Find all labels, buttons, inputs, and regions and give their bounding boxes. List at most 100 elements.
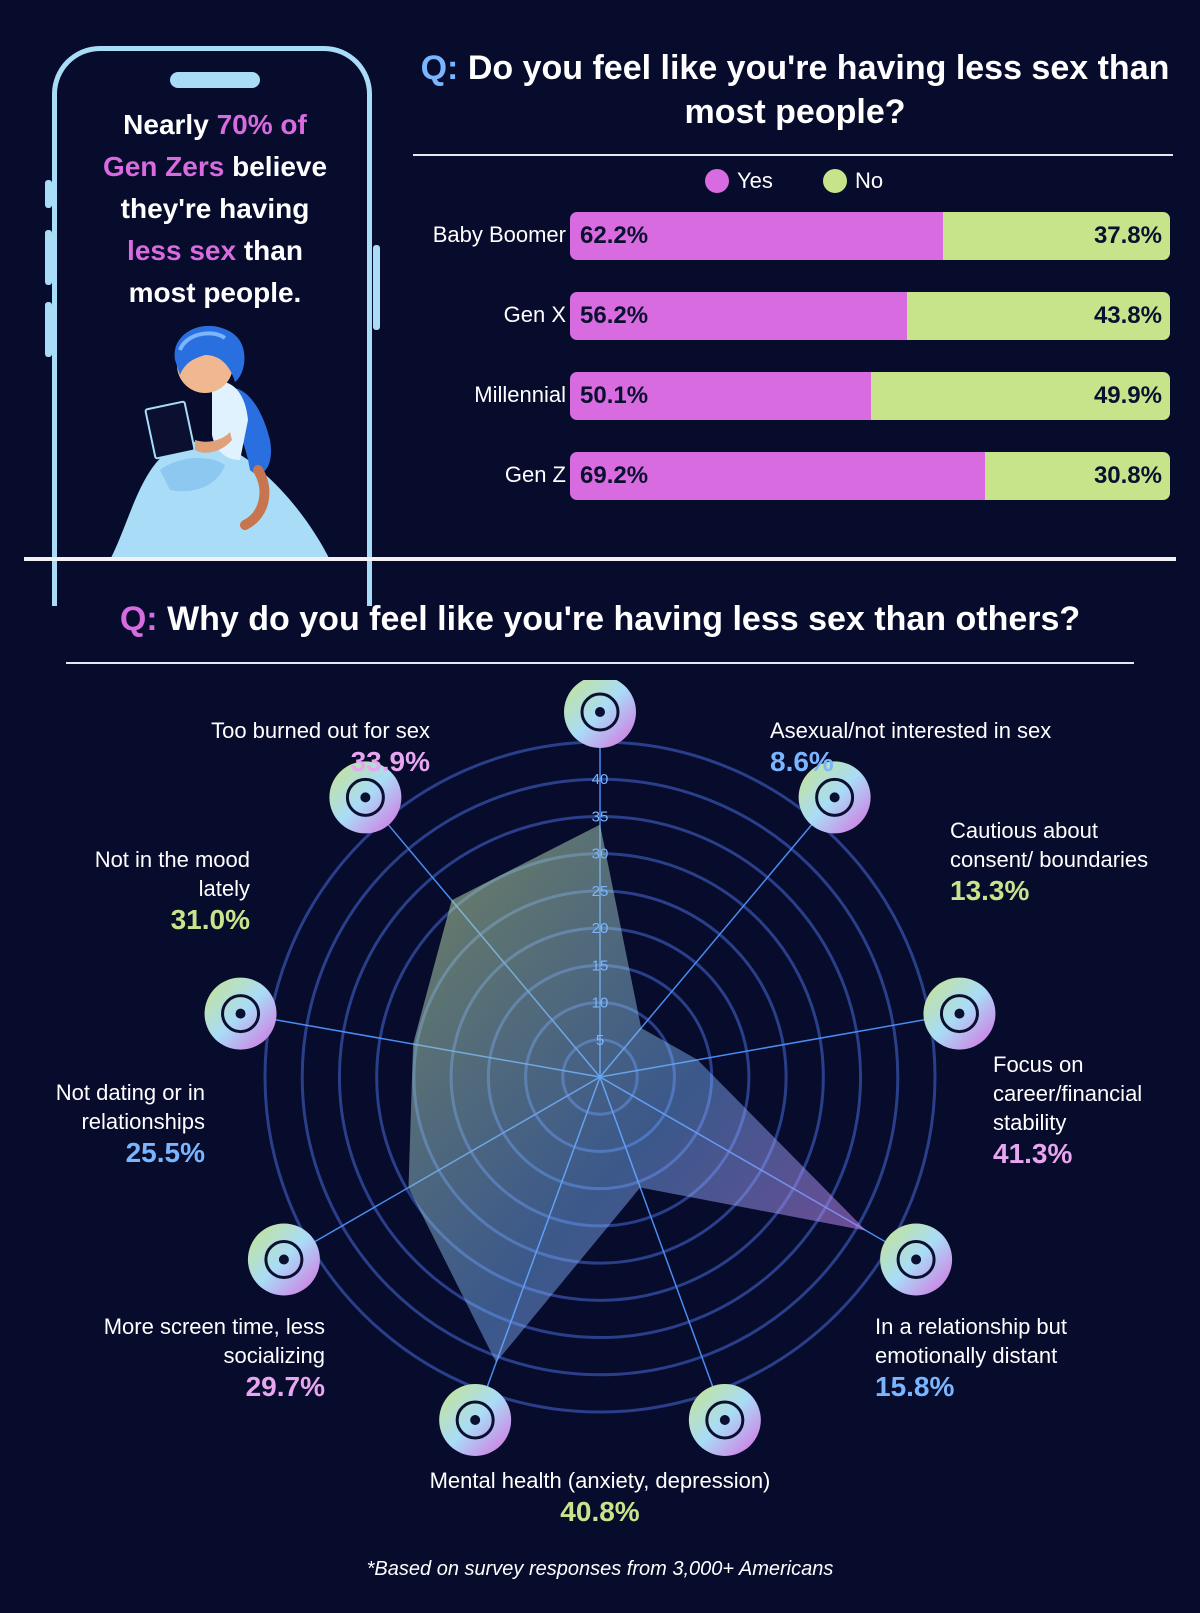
bar-track: 69.2% 30.8%	[570, 452, 1170, 500]
phone-side-button	[373, 245, 380, 330]
bar-track: 56.2% 43.8%	[570, 292, 1170, 340]
phone-frame	[52, 46, 372, 606]
toggle-smile-icon	[329, 761, 402, 834]
category-value: 8.6%	[770, 746, 834, 777]
bar-row: Gen Z 69.2% 30.8%	[410, 452, 1170, 500]
category-name: Asexual/not interested in sex	[770, 718, 1052, 743]
question-2-title: Q: Why do you feel like you're having le…	[60, 600, 1140, 639]
bar-value-no: 49.9%	[1093, 382, 1162, 409]
radar-category-label: Too burned out for sex 33.9%	[120, 716, 430, 779]
bar-track: 50.1% 49.9%	[570, 372, 1170, 420]
headline-text: Nearly	[123, 109, 217, 140]
bar-segment-yes: 62.2%	[570, 212, 944, 260]
gen-z-headline: Nearly 70% of Gen Zers believe they're h…	[80, 104, 350, 314]
bar-category-label: Gen Z	[504, 462, 566, 487]
bar-value-yes: 50.1%	[580, 382, 649, 409]
category-name: More screen time, less socializing	[103, 1314, 325, 1368]
question-2-text: Why do you feel like you're having less …	[167, 600, 1081, 638]
bar-segment-yes: 56.2%	[570, 292, 908, 340]
phone-apps-icon	[247, 1223, 320, 1296]
radar-category-label: More screen time, less socializing 29.7%	[60, 1312, 325, 1404]
radar-chart: 51015202530354045	[204, 680, 996, 1456]
legend-item-no: No	[823, 168, 883, 194]
radar-tick-label: 30	[592, 846, 609, 863]
radar-tick-label: 20	[592, 920, 609, 937]
phone-notch	[170, 72, 260, 88]
radar-category-label: Asexual/not interested in sex 8.6%	[770, 716, 1090, 779]
bar-value-yes: 62.2%	[580, 222, 649, 249]
headline-text: believe	[224, 151, 328, 182]
bar-segment-yes: 50.1%	[570, 372, 871, 420]
category-name: Too burned out for sex	[211, 718, 430, 743]
headline-highlight: 70% of	[216, 109, 307, 140]
category-name: Cautious about consent/ boundaries	[950, 818, 1149, 872]
x-circle-icon	[798, 761, 871, 834]
section-divider	[24, 557, 1176, 561]
flame-icon	[564, 680, 636, 748]
bar-segment-yes: 69.2%	[570, 452, 986, 500]
brain-heart-icon	[439, 1383, 512, 1456]
headline-highlight: Gen Zers	[102, 151, 225, 182]
radar-category-label: Focus on career/financial stability 41.3%	[993, 1050, 1193, 1171]
person-isolated-icon	[204, 977, 277, 1050]
category-value: 13.3%	[950, 875, 1030, 906]
category-name: Not dating or in relationships	[55, 1080, 205, 1134]
bar-legend: Yes No	[705, 168, 927, 199]
phone-side-button	[45, 180, 52, 208]
question-1-title: Q: Do you feel like you're having less s…	[420, 46, 1170, 134]
title-rule	[66, 662, 1134, 664]
laptop-dollar-icon	[880, 1223, 953, 1296]
bar-value-no: 30.8%	[1093, 462, 1162, 489]
bar-segment-no: 30.8%	[985, 452, 1170, 500]
category-value: 33.9%	[350, 746, 430, 777]
category-value: 31.0%	[170, 904, 250, 935]
category-name: Mental health (anxiety, depression)	[429, 1468, 771, 1493]
q-marker: Q:	[119, 600, 158, 638]
puzzle-icon	[688, 1383, 761, 1456]
phone-side-button	[45, 230, 52, 285]
category-name: Not in the mood lately	[94, 847, 250, 901]
headline-text: most people.	[128, 277, 302, 308]
footnote: *Based on survey responses from 3,000+ A…	[366, 1558, 834, 1580]
bar-segment-no: 49.9%	[870, 372, 1170, 420]
bar-category-label: Gen X	[503, 302, 566, 327]
phone-side-button	[45, 302, 52, 357]
category-value: 40.8%	[560, 1496, 640, 1527]
category-name: Focus on career/financial stability	[993, 1052, 1143, 1135]
radar-area	[408, 824, 867, 1363]
radar-tick-label: 40	[592, 771, 609, 788]
q-marker: Q:	[420, 49, 459, 87]
category-value: 41.3%	[993, 1138, 1073, 1169]
radar-tick-label: 5	[596, 1032, 604, 1049]
bar-row: Gen X 56.2% 43.8%	[410, 292, 1170, 340]
bar-segment-no: 37.8%	[943, 212, 1170, 260]
radar-category-label: Not in the mood lately 31.0%	[60, 845, 250, 937]
bar-segment-no: 43.8%	[907, 292, 1170, 340]
radar-category-label: Mental health (anxiety, depression) 40.8%	[380, 1466, 820, 1529]
legend-label: No	[855, 168, 884, 193]
person-with-laptop-illustration	[110, 325, 330, 560]
bar-row: Baby Boomer 62.2% 37.8%	[410, 212, 1170, 260]
question-1-text: Do you feel like you're having less sex …	[467, 49, 1170, 131]
radar-category-label: Cautious about consent/ boundaries 13.3%	[950, 816, 1150, 908]
category-value: 25.5%	[125, 1137, 205, 1168]
category-name: In a relationship but emotionally distan…	[875, 1314, 1068, 1368]
radar-tick-label: 15	[592, 957, 609, 974]
radar-tick-label: 35	[592, 808, 609, 825]
bar-value-yes: 56.2%	[580, 302, 649, 329]
ear-icon	[923, 977, 996, 1050]
headline-text: than	[236, 235, 303, 266]
category-value: 15.8%	[875, 1371, 955, 1402]
bar-value-no: 37.8%	[1093, 222, 1162, 249]
bar-value-no: 43.8%	[1093, 302, 1162, 329]
legend-swatch-yes	[705, 169, 729, 193]
bar-value-yes: 69.2%	[580, 462, 649, 489]
bar-category-label: Baby Boomer	[432, 222, 566, 247]
bar-category-label: Millennial	[474, 382, 566, 407]
category-value: 29.7%	[245, 1371, 325, 1402]
legend-label: Yes	[737, 168, 773, 193]
legend-item-yes: Yes	[705, 168, 773, 194]
radar-category-label: Not dating or in relationships 25.5%	[30, 1078, 205, 1170]
radar-category-label: In a relationship but emotionally distan…	[875, 1312, 1155, 1404]
title-rule	[413, 154, 1173, 156]
